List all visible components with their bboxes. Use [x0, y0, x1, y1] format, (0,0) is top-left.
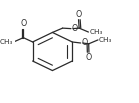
Text: CH₃: CH₃ — [89, 29, 103, 35]
Text: CH₃: CH₃ — [99, 37, 112, 43]
Text: O: O — [86, 53, 92, 62]
Text: CH₃: CH₃ — [0, 39, 13, 45]
Text: O: O — [20, 19, 26, 28]
Text: O: O — [71, 24, 78, 33]
Text: O: O — [76, 10, 82, 19]
Text: O: O — [81, 38, 87, 47]
